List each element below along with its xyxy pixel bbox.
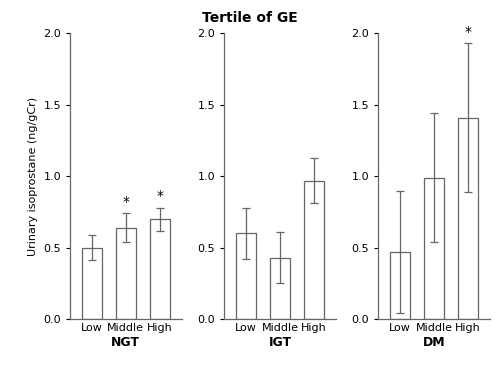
X-axis label: IGT: IGT [268, 336, 291, 349]
Bar [82, 248, 102, 319]
Y-axis label: Urinary isoprostane (ng/gCr): Urinary isoprostane (ng/gCr) [28, 97, 38, 256]
Text: Tertile of GE: Tertile of GE [202, 11, 298, 25]
Bar [116, 228, 136, 319]
Bar [150, 219, 170, 319]
Bar [390, 252, 410, 319]
X-axis label: DM: DM [423, 336, 446, 349]
X-axis label: NGT: NGT [112, 336, 140, 349]
Bar [458, 118, 478, 319]
Bar [304, 181, 324, 319]
Text: *: * [156, 189, 163, 203]
Text: *: * [464, 25, 471, 39]
Bar [424, 178, 444, 319]
Text: *: * [122, 195, 130, 209]
Bar [236, 233, 256, 319]
Bar [270, 257, 290, 319]
